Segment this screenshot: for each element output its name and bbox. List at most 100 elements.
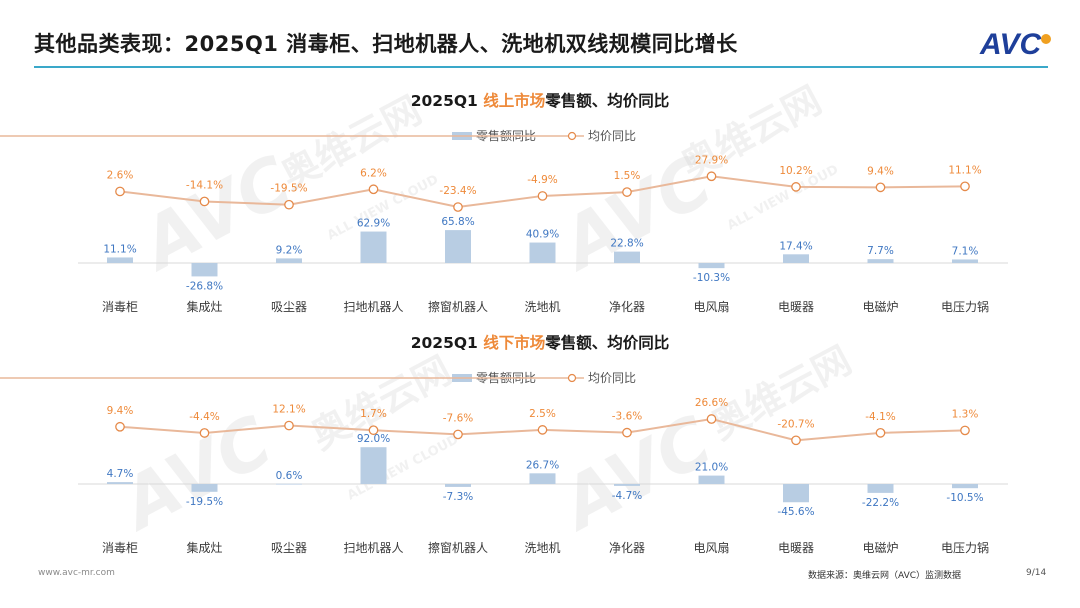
category-label: 电暖器 [778, 300, 814, 314]
legend-line-label: 均价同比 [588, 371, 636, 385]
category-label: 集成灶 [186, 299, 222, 314]
bar-data-label: 9.2% [276, 244, 303, 256]
bar-data-label: 92.0% [357, 433, 390, 445]
line-point [115, 186, 125, 197]
bar [867, 259, 894, 263]
category-label: 吸尘器 [271, 541, 307, 555]
bar-data-label: 26.7% [526, 459, 559, 471]
line-data-label: 6.2% [360, 167, 387, 179]
line-data-label: 2.6% [107, 169, 134, 181]
bar [276, 483, 302, 485]
page-title: 其他品类表现：2025Q1 消毒柜、扫地机器人、洗地机双线规模同比增长 [34, 32, 738, 56]
category-label: 电风扇 [693, 540, 729, 555]
line-point [622, 187, 632, 197]
bar [445, 230, 471, 263]
line-data-label: -20.7% [777, 418, 814, 430]
line-data-label: -4.4% [189, 411, 219, 423]
bar-data-label: 40.9% [526, 229, 559, 241]
line-point [960, 181, 970, 192]
line-data-label: 9.4% [867, 165, 894, 177]
bar [191, 484, 218, 492]
line-point [791, 182, 801, 192]
bar-data-label: 4.7% [107, 468, 134, 480]
footer-url: www.avc-mr.com [38, 568, 115, 578]
category-label: 集成灶 [186, 540, 222, 555]
category-label: 电风扇 [693, 299, 729, 314]
bar-data-label: -19.5% [186, 496, 223, 508]
logo-dot-icon [1041, 34, 1051, 44]
bar-data-label: -10.3% [693, 272, 730, 284]
line-point [199, 196, 210, 207]
line-point [960, 425, 970, 436]
category-label: 消毒柜 [102, 300, 138, 314]
legend: 零售额同比 均价同比 [0, 370, 636, 385]
bar-data-label: 21.0% [695, 462, 728, 474]
bar [698, 475, 725, 484]
line-point [453, 202, 463, 212]
line-point [368, 425, 379, 436]
line-data-label: -4.1% [865, 411, 895, 423]
bar-data-label: 17.4% [779, 240, 812, 252]
bar-data-label: 7.1% [952, 245, 979, 257]
line-data-label: -7.6% [443, 412, 473, 424]
bar-data-label: -4.7% [612, 490, 642, 502]
category-label: 电磁炉 [862, 540, 898, 555]
line-data-label: -19.5% [270, 183, 307, 195]
line-data-label: 2.5% [529, 408, 556, 420]
category-label: 电压力锅 [941, 540, 989, 555]
line-data-label: 10.2% [779, 165, 812, 177]
category-label: 洗地机 [524, 541, 560, 555]
bar-data-label: -22.2% [862, 497, 899, 509]
line-data-label: 26.6% [695, 397, 728, 409]
chart-title: 2025Q1 线下市场零售额、均价同比 [411, 333, 670, 352]
avc-logo-text: AVC [979, 28, 1042, 60]
bar [783, 484, 809, 503]
bar [107, 257, 133, 263]
bar [952, 259, 978, 263]
bar-data-label: -26.8% [186, 280, 223, 292]
line-point [284, 199, 294, 210]
category-label: 扫地机器人 [343, 300, 403, 314]
line-data-label: 9.4% [107, 405, 134, 417]
page-number: 9/14 [1026, 568, 1047, 578]
bar [698, 263, 725, 269]
line-point [537, 191, 548, 201]
bar [952, 484, 978, 489]
bar-data-label: 62.9% [357, 218, 390, 230]
bar [614, 484, 640, 486]
line-point [706, 171, 717, 182]
bar-data-label: -45.6% [777, 506, 814, 518]
line-point [537, 425, 548, 435]
line-data-label: -14.1% [186, 179, 223, 191]
bar-data-label: 65.8% [441, 216, 474, 228]
bar [529, 242, 556, 263]
online-chart: 2025Q1 线上市场零售额、均价同比 零售额同比 均价同比 11.1% -26.… [0, 91, 1008, 314]
bar-data-label: -7.3% [443, 491, 473, 503]
legend-line-marker [567, 131, 577, 141]
line-point [199, 428, 210, 438]
data-source: 数据来源：奥维云网（AVC）监测数据 [808, 571, 962, 581]
line-point [791, 435, 801, 446]
category-label: 擦窗机器人 [428, 541, 488, 555]
category-label: 吸尘器 [271, 300, 307, 314]
bar-data-label: 0.6% [276, 470, 303, 482]
chart-title: 2025Q1 线上市场零售额、均价同比 [411, 91, 670, 110]
line-data-label: 1.5% [614, 170, 641, 182]
line-point [875, 182, 886, 193]
category-label: 洗地机 [524, 300, 560, 314]
line-point [706, 414, 717, 424]
category-label: 电暖器 [778, 541, 814, 555]
bar [445, 484, 471, 487]
bar [783, 254, 809, 263]
line-data-label: -4.9% [527, 174, 557, 186]
line-data-label: 1.7% [360, 408, 387, 420]
bar [360, 447, 387, 484]
line-data-label: -3.6% [612, 411, 642, 423]
line-data-label: 27.9% [695, 154, 728, 166]
category-label: 净化器 [609, 300, 645, 314]
line-data-label: 11.1% [948, 164, 981, 176]
line-point [622, 427, 632, 438]
line-data-label: 1.3% [952, 408, 979, 420]
line-point [453, 429, 463, 440]
category-label: 消毒柜 [102, 541, 138, 555]
